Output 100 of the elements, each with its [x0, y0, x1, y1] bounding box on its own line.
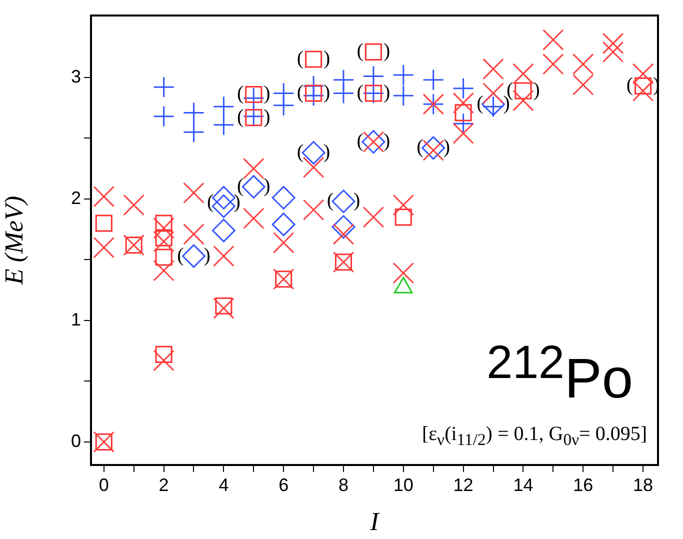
point	[242, 175, 266, 199]
point	[153, 217, 174, 239]
point	[212, 194, 236, 218]
annotation: $^{212}$Po	[486, 335, 633, 411]
point	[302, 84, 324, 106]
point	[123, 194, 144, 216]
point	[305, 84, 322, 102]
point	[153, 260, 174, 282]
point	[183, 182, 204, 204]
point	[272, 94, 294, 116]
point	[542, 29, 564, 50]
annotation: ( )	[236, 106, 270, 128]
point	[514, 82, 532, 100]
annotation: ( )	[356, 40, 390, 62]
point	[512, 90, 534, 112]
annotation: ( )	[177, 244, 210, 266]
point	[422, 140, 444, 161]
point	[362, 206, 384, 228]
annotation: ( )	[236, 175, 270, 198]
x-tick-label: 8	[338, 474, 349, 495]
x-tick-label: 12	[453, 474, 474, 495]
point	[452, 122, 474, 144]
point	[242, 158, 264, 180]
x-tick-label: 16	[573, 474, 594, 495]
annotation: ( )	[356, 130, 390, 152]
point	[422, 69, 444, 91]
point	[272, 232, 294, 254]
point	[454, 104, 472, 122]
x-tick-label: 4	[218, 474, 229, 495]
y-axis-title: E (MeV)	[0, 196, 28, 286]
y-tick-label: 2	[70, 188, 81, 208]
annotation: ( )	[326, 190, 360, 212]
point	[482, 96, 504, 118]
point	[602, 32, 624, 54]
point	[422, 136, 446, 160]
point	[242, 87, 264, 109]
point	[182, 121, 204, 143]
x-tick-label: 6	[278, 474, 289, 495]
annotation: ( )	[296, 141, 330, 164]
point	[394, 208, 412, 226]
point	[95, 214, 112, 232]
point	[512, 63, 534, 84]
x-tick-label: 2	[158, 474, 169, 495]
point	[332, 190, 356, 214]
point	[153, 76, 175, 98]
point	[392, 84, 414, 106]
point	[452, 92, 474, 114]
point	[153, 350, 174, 372]
y-tick-label: 1	[70, 309, 81, 330]
point	[305, 50, 322, 68]
point	[245, 109, 262, 126]
point	[392, 262, 414, 284]
annotation: ( )	[416, 136, 450, 158]
point	[482, 82, 504, 104]
point	[332, 82, 354, 104]
x-tick-label: 10	[393, 474, 414, 495]
point	[155, 214, 172, 232]
point	[602, 41, 624, 63]
annotation: ( )	[296, 82, 330, 104]
point	[153, 230, 174, 252]
annotation: ( )	[356, 82, 390, 104]
point	[93, 236, 115, 258]
point	[212, 96, 234, 118]
point	[242, 208, 264, 230]
point	[213, 298, 234, 319]
point	[212, 186, 236, 210]
point	[634, 77, 652, 94]
point	[212, 114, 234, 136]
point	[213, 245, 234, 267]
point	[245, 86, 262, 103]
point	[182, 102, 204, 124]
point	[93, 186, 115, 208]
point	[542, 53, 564, 75]
point	[272, 212, 296, 236]
point	[302, 156, 324, 178]
point	[452, 78, 474, 100]
point	[212, 218, 236, 242]
annotation: ( )	[296, 47, 330, 70]
point	[155, 346, 172, 363]
point	[332, 215, 356, 239]
point	[332, 224, 354, 245]
point	[392, 194, 414, 216]
x-axis-title: I	[369, 507, 380, 536]
point	[272, 186, 296, 210]
x-tick-label: 0	[98, 474, 109, 495]
point	[452, 112, 474, 134]
point	[183, 224, 204, 245]
x-tick-label: 18	[633, 474, 654, 495]
point	[153, 106, 175, 128]
y-tick-label: 0	[70, 430, 81, 451]
point	[392, 64, 414, 86]
annotation: ( )	[236, 82, 270, 105]
y-tick-label: 3	[70, 66, 81, 86]
point	[482, 58, 504, 80]
annotation: [ε$_{ν}$(i$_{11/2}$) = 0.1, G$_{0ν}$= 0.095]	[422, 423, 647, 450]
point	[242, 106, 264, 128]
point	[155, 248, 172, 266]
point	[364, 43, 382, 60]
x-tick-label: 14	[513, 474, 534, 495]
point	[302, 141, 326, 165]
